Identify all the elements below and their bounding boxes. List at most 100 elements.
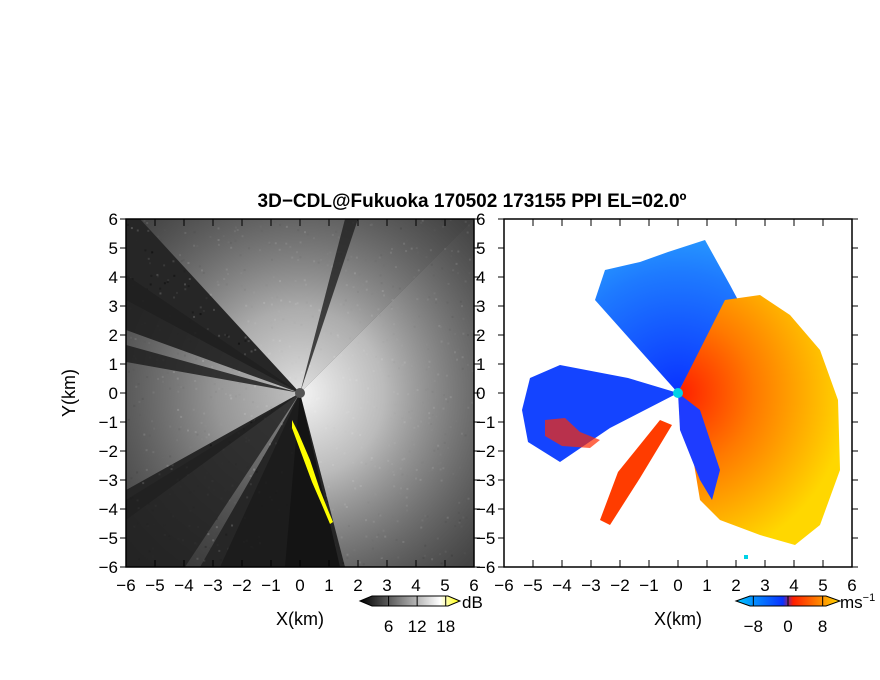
x-tick-label: −6	[116, 576, 135, 595]
x-tick-label: 4	[411, 576, 420, 595]
reflectivity-north-echo	[140, 219, 474, 393]
noise-speck	[148, 262, 151, 265]
noise-speck	[147, 257, 150, 260]
velocity-image	[504, 219, 852, 567]
x-tick-label: 1	[324, 576, 333, 595]
noise-speck	[131, 278, 134, 281]
x-tick-label: 6	[847, 576, 856, 595]
noise-speck	[247, 340, 250, 343]
y-axis-label: Y(km)	[59, 369, 79, 417]
x-tick-label: −5	[145, 576, 164, 595]
noise-speck	[147, 229, 150, 232]
noise-speck	[171, 464, 174, 467]
velocity-south-approach	[678, 393, 720, 500]
noise-speck	[184, 288, 187, 291]
noise-speck	[173, 274, 176, 277]
noise-speck	[159, 292, 162, 295]
noise-speck	[151, 251, 154, 254]
x-tick-label: 0	[673, 576, 682, 595]
reflectivity-shadow-s	[220, 393, 300, 567]
noise-speck	[126, 223, 129, 226]
noise-speck	[188, 278, 191, 281]
x-tick-label: −2	[610, 576, 629, 595]
x-tick-label: −4	[552, 576, 571, 595]
x-tick-label: −5	[523, 576, 542, 595]
velocity-speck	[744, 555, 748, 559]
x-tick-label: 3	[382, 576, 391, 595]
x-axis-label-right: X(km)	[654, 609, 702, 629]
colorbar-velocity-unit-exp: −1	[863, 592, 876, 604]
noise-speck	[167, 279, 170, 282]
noise-speck	[144, 249, 147, 252]
y-tick-label: −5	[99, 529, 118, 548]
noise-speck	[323, 497, 326, 500]
noise-speck	[199, 306, 202, 309]
x-tick-label: 5	[818, 576, 827, 595]
noise-speck	[244, 353, 247, 356]
y-tick-label-inner: −5	[476, 529, 495, 548]
noise-speck	[237, 342, 240, 345]
y-tick-label-inner: −1	[476, 413, 495, 432]
x-tick-label: 1	[702, 576, 711, 595]
y-tick-label-inner: 0	[476, 384, 485, 403]
y-tick-label: −2	[99, 442, 118, 461]
y-tick-label-inner: 2	[476, 326, 485, 345]
noise-speck	[262, 456, 265, 459]
y-tick-label: 5	[109, 239, 118, 258]
reflectivity-west-echo	[126, 300, 300, 490]
x-axis-label-left: X(km)	[276, 609, 324, 629]
y-tick-label: 0	[109, 384, 118, 403]
radar-site-marker	[295, 388, 305, 398]
noise-speck	[218, 549, 221, 552]
y-tick-label: 4	[109, 268, 118, 287]
noise-speck	[219, 559, 222, 562]
reflectivity-main-echo	[300, 219, 474, 567]
reflectivity-shadow-n	[300, 219, 358, 393]
noise-speck	[218, 334, 221, 337]
noise-speck	[231, 524, 234, 527]
y-tick-label-inner: 3	[476, 297, 485, 316]
colorbar-reflectivity-unit: dB	[462, 593, 483, 612]
noise-speck	[225, 533, 228, 536]
noise-speck	[159, 287, 162, 290]
noise-speck	[199, 313, 202, 316]
noise-speck	[244, 339, 247, 342]
y-tick-label: −6	[99, 558, 118, 577]
noise-speck	[250, 350, 253, 353]
noise-speck	[244, 336, 247, 339]
x-tick-label: 0	[295, 576, 304, 595]
x-tick-label: −4	[174, 576, 193, 595]
noise-speck	[163, 282, 166, 285]
colorbar-reflectivity: 6 12 18 dB	[358, 593, 483, 636]
noise-speck	[156, 275, 159, 278]
x-tick-label: 6	[469, 576, 478, 595]
velocity-sw-sector	[600, 420, 672, 525]
noise-speck	[191, 311, 194, 314]
noise-speck	[224, 333, 227, 336]
noise-speck	[130, 227, 133, 230]
noise-speck	[227, 547, 230, 550]
noise-speck	[227, 335, 230, 338]
noise-speck	[193, 315, 196, 318]
x-tick-label: −2	[232, 576, 251, 595]
velocity-north-sector	[595, 240, 738, 393]
noise-speck	[183, 270, 186, 273]
y-tick-label: 1	[109, 355, 118, 374]
colorbar-tick-label: 18	[436, 617, 455, 636]
y-tick-label: 6	[109, 210, 118, 229]
y-tick-label-inner: −2	[476, 442, 495, 461]
noise-speck	[209, 444, 212, 447]
colorbar-tick-label: 6	[384, 617, 393, 636]
velocity-receding-sector	[678, 295, 840, 545]
reflectivity-shadow-nw	[126, 275, 300, 393]
noise-speck	[158, 473, 161, 476]
colorbar-velocity: −8 0 8 ms−1	[734, 592, 876, 636]
noise-speck	[206, 328, 209, 331]
y-tick-label-inner: 6	[476, 210, 485, 229]
noise-speck	[163, 264, 166, 267]
noise-speck	[184, 283, 187, 286]
y-tick-label-inner: −6	[476, 558, 495, 577]
noise-speck	[166, 281, 169, 284]
y-tick-label-inner: 4	[476, 268, 485, 287]
